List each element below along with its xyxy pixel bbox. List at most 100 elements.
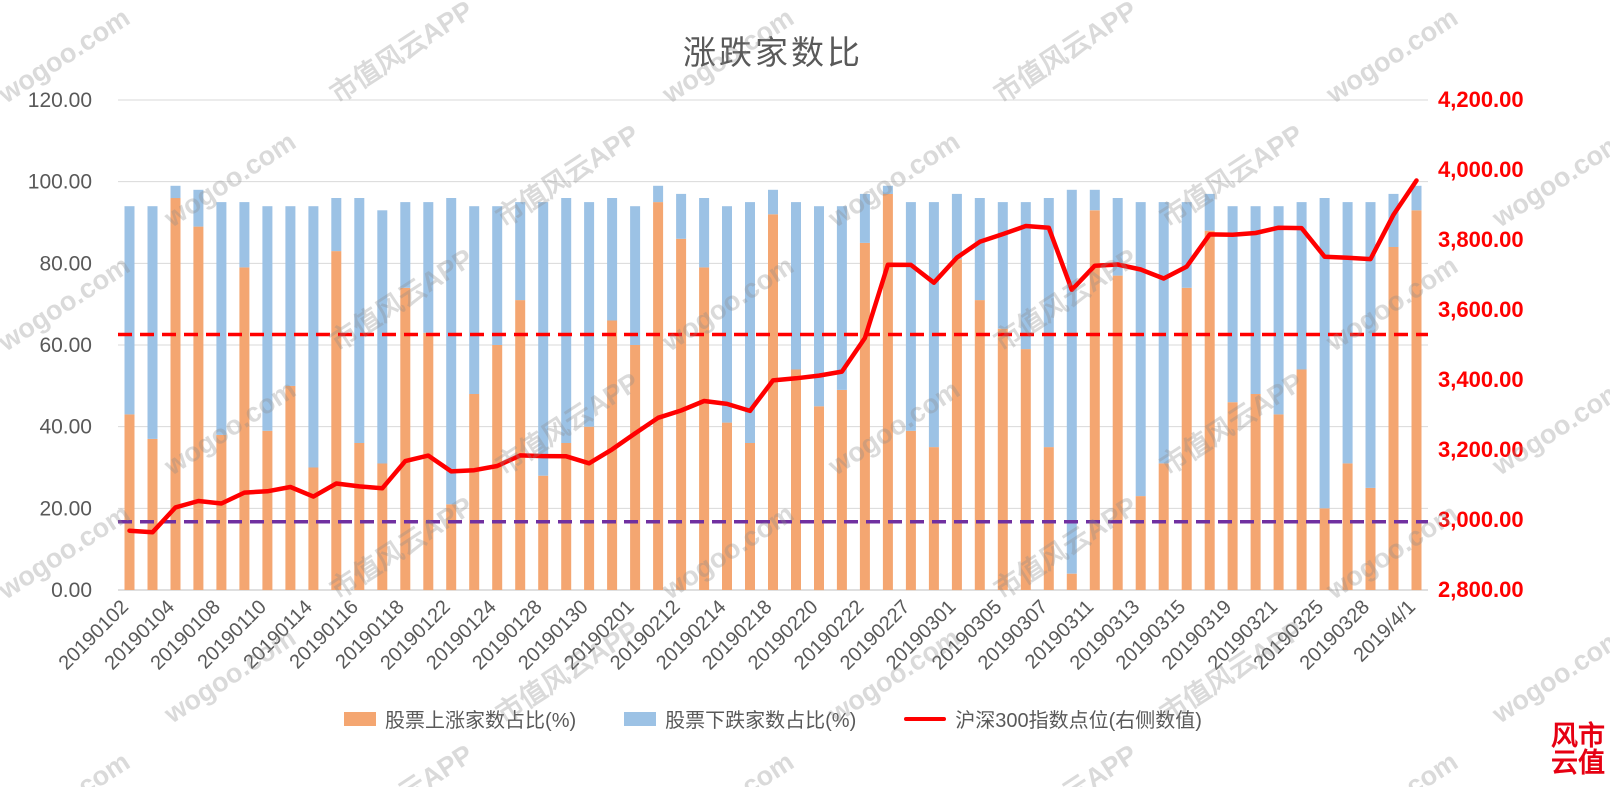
bar-up xyxy=(400,287,411,590)
bar-up xyxy=(630,345,641,590)
bar-up xyxy=(699,267,710,590)
bar-up xyxy=(1342,463,1353,590)
bar-down xyxy=(653,185,664,203)
bar-down xyxy=(1273,206,1284,415)
bar-up xyxy=(928,447,939,590)
bar-down xyxy=(1089,189,1100,211)
bar-down xyxy=(607,198,618,321)
bar-down xyxy=(354,198,365,443)
bar-down xyxy=(584,202,595,427)
bar-up xyxy=(1319,508,1330,590)
right-axis-label: 3,000.00 xyxy=(1438,507,1524,532)
bar-up xyxy=(515,300,526,590)
bar-up xyxy=(1388,247,1399,590)
bar-up xyxy=(814,406,824,591)
bar-up xyxy=(216,434,227,590)
bar-up xyxy=(331,251,342,590)
bar-down xyxy=(423,202,434,333)
bar-up xyxy=(1043,447,1054,590)
bar-up xyxy=(791,369,801,590)
bar-down xyxy=(768,189,778,215)
right-axis-label: 4,000.00 xyxy=(1438,157,1524,182)
legend-label-down-ratio: 股票下跌家数占比(%) xyxy=(665,710,857,732)
bar-down xyxy=(1135,202,1146,497)
left-axis-label: 100.00 xyxy=(28,171,92,194)
bar-up xyxy=(538,475,549,590)
bar-down xyxy=(928,202,939,448)
left-axis-label: 120.00 xyxy=(28,89,92,112)
right-axis-label: 3,600.00 xyxy=(1438,297,1524,322)
bar-down xyxy=(997,202,1008,329)
bar-up xyxy=(768,214,778,591)
bar-up xyxy=(607,320,618,590)
bar-up xyxy=(1365,487,1376,590)
bar-up xyxy=(676,238,687,591)
bar-up xyxy=(124,414,135,590)
bar-down xyxy=(1319,198,1330,509)
bar-down xyxy=(1066,189,1077,574)
legend-label-up-ratio: 股票上涨家数占比(%) xyxy=(385,710,577,732)
left-axis-label: 20.00 xyxy=(39,497,92,520)
left-axis-label: 80.00 xyxy=(39,252,92,275)
bar-up xyxy=(1089,210,1100,591)
bar-down xyxy=(791,202,801,370)
bar-down xyxy=(216,202,227,435)
bar-up xyxy=(1181,287,1192,590)
bar-up xyxy=(423,332,434,591)
bar-down xyxy=(630,206,641,345)
index-line xyxy=(127,178,1419,535)
bar-down xyxy=(147,206,158,439)
bar-up xyxy=(1227,402,1238,590)
bar-up xyxy=(859,242,870,590)
right-axis-label: 3,200.00 xyxy=(1438,437,1524,462)
bar-down xyxy=(1181,202,1192,288)
bar-down xyxy=(699,198,710,268)
bar-down xyxy=(745,202,755,443)
bar-down xyxy=(951,193,962,260)
right-axis-label: 3,400.00 xyxy=(1438,367,1524,392)
bar-down xyxy=(239,202,250,268)
bar-down xyxy=(170,185,181,199)
bar-down xyxy=(882,185,893,194)
brand-logo: 市值 风云 xyxy=(1547,721,1604,783)
bar-down xyxy=(1388,193,1399,247)
bar-down xyxy=(1043,198,1054,448)
bar-down xyxy=(814,206,824,407)
bar-up xyxy=(951,259,962,591)
bar-up xyxy=(653,202,664,590)
legend-item-up-ratio[interactable]: 股票上涨家数占比(%) xyxy=(344,704,576,733)
right-axis-label: 4,200.00 xyxy=(1438,87,1524,112)
bar-down xyxy=(859,193,870,243)
bar-down xyxy=(446,198,457,505)
bar-up xyxy=(722,422,732,590)
legend-label-index-line: 沪深300指数点位(右侧数值) xyxy=(955,710,1202,732)
chart-title: 涨跌家数比 xyxy=(683,36,863,72)
legend-item-index-line[interactable]: 沪深300指数点位(右侧数值) xyxy=(904,704,1202,733)
bar-up xyxy=(308,467,319,590)
bar-down xyxy=(515,202,526,301)
bar-up xyxy=(262,430,273,591)
legend-item-down-ratio[interactable]: 股票下跌家数占比(%) xyxy=(624,704,856,733)
bar-down xyxy=(561,198,572,443)
bar-down xyxy=(193,189,204,227)
bar-up xyxy=(836,389,847,590)
bar-down xyxy=(331,198,342,252)
bar-down xyxy=(1342,202,1353,464)
bar-up xyxy=(584,426,595,590)
bar-up xyxy=(446,504,457,591)
bar-up xyxy=(1296,369,1307,590)
bar-up xyxy=(882,193,893,590)
bar-down xyxy=(262,206,273,431)
left-axis-label: 40.00 xyxy=(39,416,92,439)
bar-up xyxy=(561,443,572,590)
bar-down xyxy=(285,206,296,386)
bar-up xyxy=(193,226,204,590)
bar-down xyxy=(974,198,985,301)
bar-down xyxy=(1112,198,1123,276)
right-axis-label: 2,800.00 xyxy=(1438,577,1524,602)
bar-up xyxy=(469,394,480,590)
bar-up xyxy=(745,443,755,590)
bar-down xyxy=(492,206,503,345)
bar-up xyxy=(974,300,985,590)
